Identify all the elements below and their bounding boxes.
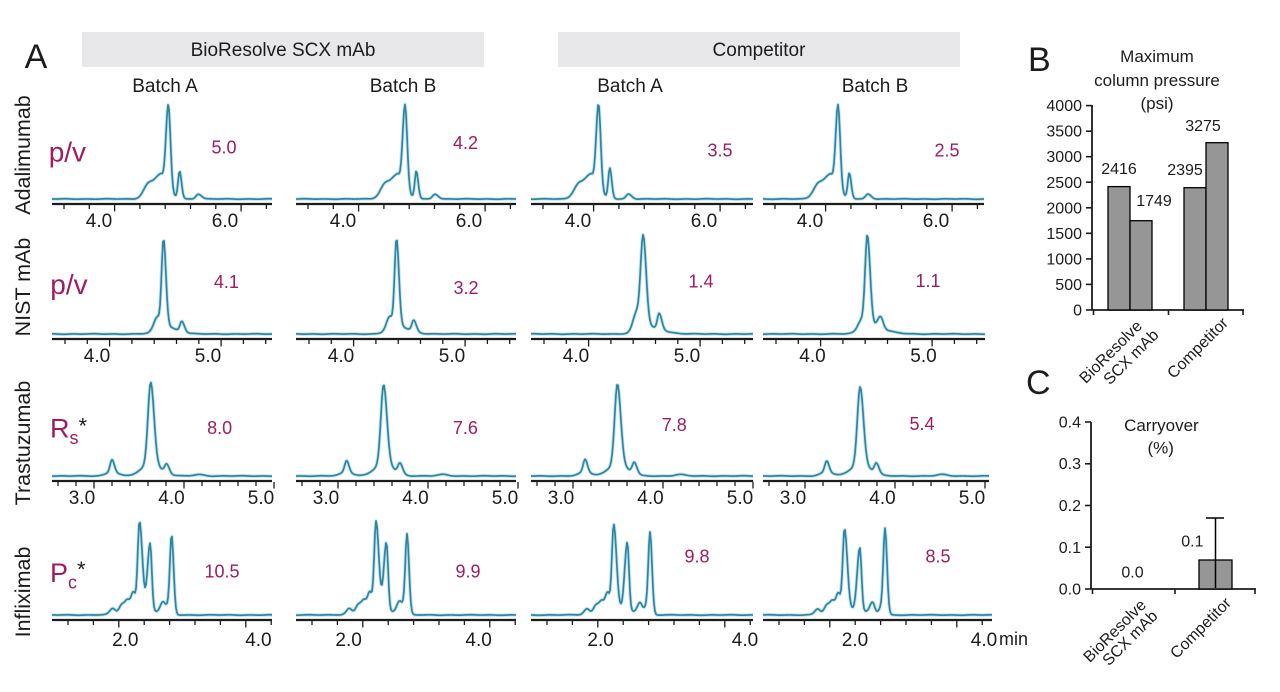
svg-text:4.0: 4.0 (328, 346, 354, 367)
svg-text:4.0: 4.0 (869, 488, 895, 509)
svg-text:Adalimumab: Adalimumab (11, 95, 35, 215)
svg-text:4.0: 4.0 (565, 211, 591, 232)
svg-text:2.0: 2.0 (587, 630, 613, 651)
svg-text:0.4: 0.4 (1059, 415, 1081, 432)
svg-text:3.0: 3.0 (780, 488, 806, 509)
svg-text:1.1: 1.1 (915, 271, 940, 291)
svg-text:C: C (1026, 364, 1051, 402)
svg-text:Trastuzumab: Trastuzumab (11, 381, 35, 506)
svg-text:4.0: 4.0 (637, 488, 663, 509)
svg-text:4.0: 4.0 (158, 488, 184, 509)
svg-text:3.2: 3.2 (453, 278, 478, 298)
svg-text:Batch B: Batch B (370, 76, 437, 97)
svg-text:column pressure: column pressure (1094, 71, 1220, 90)
svg-text:Carryover: Carryover (1124, 416, 1199, 435)
svg-text:0.1: 0.1 (1059, 540, 1081, 557)
svg-text:7.6: 7.6 (453, 418, 478, 438)
svg-text:2.5: 2.5 (934, 141, 959, 161)
svg-text:7.8: 7.8 (662, 415, 687, 435)
svg-text:4.0: 4.0 (799, 346, 825, 367)
svg-text:1749: 1749 (1136, 193, 1172, 210)
svg-text:8.5: 8.5 (925, 547, 950, 567)
svg-text:Infliximab: Infliximab (11, 547, 35, 638)
svg-text:2.0: 2.0 (842, 630, 868, 651)
svg-text:5.0: 5.0 (195, 346, 221, 367)
svg-text:Maximum: Maximum (1120, 47, 1194, 66)
svg-text:2000: 2000 (1046, 200, 1082, 217)
svg-text:1.4: 1.4 (688, 272, 713, 292)
svg-text:5.4: 5.4 (909, 414, 934, 434)
svg-text:0.0: 0.0 (1121, 565, 1143, 582)
svg-text:0.0: 0.0 (1059, 582, 1081, 599)
svg-text:(psi): (psi) (1140, 94, 1173, 113)
svg-text:p/v: p/v (50, 269, 87, 300)
svg-text:5.0: 5.0 (727, 488, 753, 509)
svg-text:500: 500 (1055, 277, 1082, 294)
svg-text:4.0: 4.0 (330, 211, 356, 232)
svg-text:4.0: 4.0 (84, 346, 110, 367)
svg-text:8.0: 8.0 (207, 418, 232, 438)
svg-text:3.0: 3.0 (313, 488, 339, 509)
svg-text:6.0: 6.0 (923, 211, 949, 232)
svg-text:5.0: 5.0 (492, 488, 518, 509)
svg-text:9.8: 9.8 (684, 547, 709, 567)
svg-text:Batch A: Batch A (132, 76, 198, 97)
svg-text:3.5: 3.5 (707, 141, 732, 161)
svg-text:4.2: 4.2 (453, 133, 478, 153)
svg-text:6.0: 6.0 (691, 211, 717, 232)
svg-text:A: A (25, 38, 48, 76)
svg-text:6.0: 6.0 (212, 211, 238, 232)
svg-text:(%): (%) (1147, 439, 1173, 458)
svg-text:0.3: 0.3 (1059, 456, 1081, 473)
svg-text:5.0: 5.0 (674, 346, 700, 367)
svg-text:BioResolve SCX mAb: BioResolve SCX mAb (191, 40, 376, 61)
svg-text:B: B (1028, 41, 1051, 79)
svg-text:Batch A: Batch A (597, 76, 663, 97)
svg-text:2.0: 2.0 (335, 630, 361, 651)
svg-text:Batch B: Batch B (842, 76, 909, 97)
svg-text:5.0: 5.0 (439, 346, 465, 367)
svg-text:9.9: 9.9 (455, 562, 480, 582)
svg-text:3275: 3275 (1185, 118, 1221, 135)
svg-text:0: 0 (1073, 303, 1082, 320)
svg-text:4.0: 4.0 (563, 346, 589, 367)
svg-text:4000: 4000 (1046, 98, 1082, 115)
svg-text:4.0: 4.0 (797, 211, 823, 232)
svg-text:3.0: 3.0 (548, 488, 574, 509)
svg-text:1500: 1500 (1046, 226, 1082, 243)
svg-text:4.0: 4.0 (971, 630, 997, 651)
svg-text:2500: 2500 (1046, 175, 1082, 192)
svg-text:4.0: 4.0 (465, 630, 491, 651)
svg-text:5.0: 5.0 (211, 138, 236, 158)
svg-text:2416: 2416 (1101, 161, 1137, 178)
svg-text:3500: 3500 (1046, 124, 1082, 141)
svg-text:1000: 1000 (1046, 251, 1082, 268)
svg-text:5.0: 5.0 (910, 346, 936, 367)
svg-text:Competitor: Competitor (713, 40, 807, 61)
svg-text:4.0: 4.0 (732, 630, 758, 651)
svg-text:3.0: 3.0 (69, 488, 95, 509)
svg-text:4.0: 4.0 (86, 211, 112, 232)
svg-text:5.0: 5.0 (248, 488, 274, 509)
svg-text:p/v: p/v (49, 137, 86, 168)
svg-text:4.1: 4.1 (214, 272, 239, 292)
svg-text:5.0: 5.0 (959, 488, 985, 509)
svg-text:0.2: 0.2 (1059, 498, 1081, 515)
svg-text:2395: 2395 (1167, 162, 1203, 179)
svg-text:4.0: 4.0 (402, 488, 428, 509)
svg-text:10.5: 10.5 (204, 562, 239, 582)
svg-text:6.0: 6.0 (456, 211, 482, 232)
svg-text:min: min (999, 629, 1028, 649)
svg-text:2.0: 2.0 (112, 630, 138, 651)
svg-text:4.0: 4.0 (245, 630, 271, 651)
svg-text:0.1: 0.1 (1181, 534, 1203, 551)
svg-text:3000: 3000 (1046, 149, 1082, 166)
svg-text:NIST mAb: NIST mAb (11, 238, 35, 337)
